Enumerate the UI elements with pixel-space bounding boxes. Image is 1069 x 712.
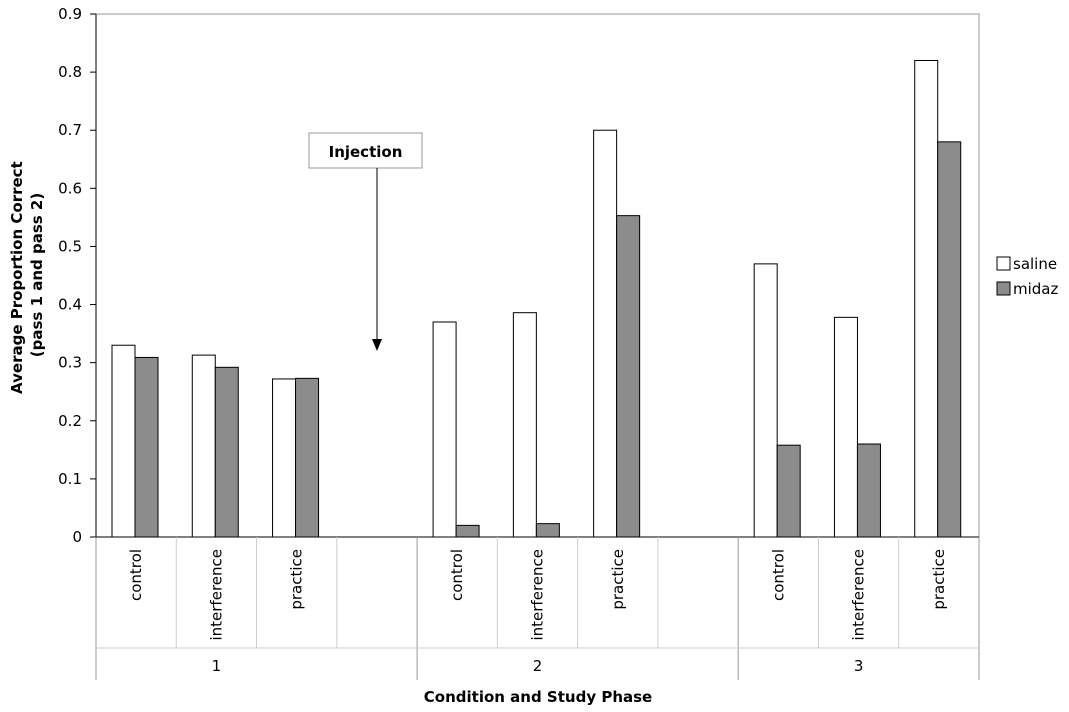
y-axis-title-line2: (pass 1 and pass 2) bbox=[28, 193, 46, 357]
bar-saline-2-control bbox=[432, 321, 457, 538]
y-tick-label: 0 bbox=[72, 528, 82, 546]
bar-saline-1-interference bbox=[191, 354, 216, 538]
bar-midaz-2-practice bbox=[616, 215, 641, 538]
x-category-label: control bbox=[769, 549, 787, 601]
y-tick-label: 0.3 bbox=[58, 354, 82, 372]
bar-saline-3-practice bbox=[914, 59, 939, 538]
bar-saline-1-control bbox=[111, 344, 136, 538]
x-category-label: practice bbox=[609, 549, 627, 610]
bar-midaz-1-interference bbox=[214, 366, 239, 538]
legend-swatch-saline bbox=[996, 256, 1011, 271]
x-category-label: interference bbox=[850, 549, 868, 641]
x-axis-title: Condition and Study Phase bbox=[424, 688, 652, 706]
bar-saline-2-interference bbox=[512, 312, 537, 538]
bar-midaz-3-interference bbox=[856, 443, 881, 538]
bar-saline-1-practice bbox=[272, 378, 297, 538]
annotation-box bbox=[308, 132, 423, 169]
bar-midaz-1-practice bbox=[295, 377, 320, 538]
x-category-label: interference bbox=[529, 549, 547, 641]
y-tick-label: 0.6 bbox=[58, 179, 82, 197]
bars bbox=[111, 59, 962, 538]
x-category-label: practice bbox=[288, 549, 306, 610]
bar-saline-2-practice bbox=[593, 129, 618, 538]
x-category-label: practice bbox=[930, 549, 948, 610]
legend-label-saline: saline bbox=[1013, 255, 1057, 273]
annotation-arrow-head bbox=[372, 339, 382, 352]
y-tick-label: 0.5 bbox=[58, 237, 82, 255]
y-axis: 0 0.1 0.2 0.3 0.4 0.5 0.6 0.7 0.8 0.9 bbox=[58, 5, 96, 546]
y-axis-title-line1: Average Proportion Correct bbox=[8, 161, 26, 394]
annotation-label: Injection bbox=[329, 143, 403, 161]
x-axis-categories: control interference practice control interf… bbox=[95, 537, 980, 680]
annotation-injection: Injection bbox=[308, 132, 423, 352]
bar-midaz-3-control bbox=[776, 444, 801, 538]
x-category-label: control bbox=[448, 549, 466, 601]
legend-label-midaz: midaz bbox=[1013, 280, 1058, 298]
y-tick-label: 0.7 bbox=[58, 121, 82, 139]
y-tick-label: 0.8 bbox=[58, 63, 82, 81]
bar-saline-3-interference bbox=[833, 316, 858, 538]
y-tick-label: 0.4 bbox=[58, 296, 82, 314]
y-tick-label: 0.9 bbox=[58, 5, 82, 23]
x-group-label: 1 bbox=[212, 657, 222, 675]
y-tick-label: 0.1 bbox=[58, 470, 82, 488]
bar-midaz-2-control bbox=[455, 524, 480, 538]
x-category-label: control bbox=[127, 549, 145, 601]
x-category-label: interference bbox=[207, 549, 225, 641]
legend: saline midaz bbox=[996, 255, 1058, 298]
legend-swatch-midaz bbox=[996, 281, 1011, 296]
y-tick-label: 0.2 bbox=[58, 412, 82, 430]
y-axis-title: Average Proportion Correct (pass 1 and p… bbox=[8, 156, 46, 394]
bar-midaz-1-control bbox=[134, 356, 159, 538]
x-group-label: 3 bbox=[854, 657, 864, 675]
x-group-label: 2 bbox=[533, 657, 543, 675]
bar-saline-3-control bbox=[753, 263, 778, 538]
bar-midaz-3-practice bbox=[937, 141, 962, 538]
bar-midaz-2-interference bbox=[535, 523, 560, 538]
